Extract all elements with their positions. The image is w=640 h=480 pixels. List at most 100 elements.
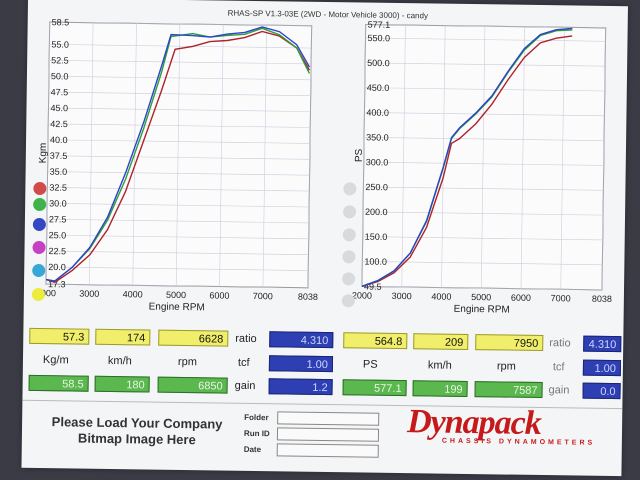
left-x-tick: 6000 [209, 290, 229, 300]
left-ratio-value: 4.310 [269, 331, 334, 349]
right-grid-h [362, 286, 603, 291]
right-y-tick: 150.0 [365, 232, 388, 242]
right-unit-rpm: rpm [496, 360, 516, 373]
left-tcf-value: 1.00 [268, 355, 334, 373]
company-line-1: Please Load Your Company [51, 414, 223, 432]
left-tcf-label: tcf [237, 356, 250, 369]
left-series-red [45, 30, 311, 284]
right-grid-h [363, 211, 604, 216]
left-grid-h [47, 155, 310, 160]
left-y-tick: 32.5 [49, 182, 67, 192]
left-x-tick: 3000 [79, 289, 99, 299]
folder-field [277, 411, 380, 426]
right-grid-h [363, 186, 604, 191]
left-rpm-current: 6628 [158, 329, 229, 347]
left-kgm-peak: 58.5 [28, 374, 89, 392]
left-grid-v [175, 23, 181, 286]
left-grid-v [262, 25, 267, 288]
right-x-tick: 5000 [471, 292, 491, 302]
left-x-tick: 8038 [298, 292, 318, 302]
legend-dot-empty [342, 250, 356, 264]
dyno-report-sheet: RHAS-SP V1.3-03E (2WD - Motor Vehicle 30… [21, 0, 628, 477]
left-y-tick: 50.0 [51, 71, 69, 81]
right-y-tick: 500.0 [367, 58, 390, 68]
left-y-tick: 17.3 [48, 279, 66, 289]
left-grid-h [48, 139, 311, 144]
right-grid-h [363, 161, 604, 166]
right-y-tick: 450.0 [367, 83, 390, 93]
legend-dot-blue [32, 217, 46, 232]
left-series-blue [45, 26, 311, 282]
left-x-label: Engine RPM [149, 302, 205, 314]
right-kmh-peak: 199 [412, 380, 468, 397]
right-y-tick: 250.0 [365, 182, 388, 192]
dyno-charts: 2000 3000 4000 5000 6000 7000 8038 58.5 55.0 52.5… [36, 17, 612, 315]
left-y-tick: 58.5 [52, 17, 70, 27]
right-x-tick: 6000 [511, 293, 531, 303]
right-grid-h [364, 87, 605, 92]
left-grid-h [46, 266, 309, 271]
folder-label: Folder [244, 412, 269, 423]
left-gain-label: gain [234, 379, 256, 393]
left-y-tick: 20.0 [48, 262, 66, 272]
right-x-tick: 7000 [551, 293, 571, 303]
right-kmh-current: 209 [413, 333, 469, 350]
company-placeholder: Please Load Your Company Bitmap Image He… [32, 414, 242, 449]
left-y-tick: 35.0 [50, 167, 68, 177]
left-unit-kmh: km/h [107, 354, 132, 368]
left-y-tick: 47.5 [51, 87, 69, 97]
legend-dot-magenta [32, 240, 46, 255]
right-tcf-label: tcf [552, 361, 565, 374]
left-x-tick: 2000 [36, 288, 56, 298]
left-y-tick: 55.0 [51, 39, 69, 49]
right-grid-h [365, 37, 606, 42]
left-y-tick: 22.5 [48, 246, 66, 256]
right-grid-v [560, 27, 565, 290]
right-y-label: PS [354, 148, 365, 162]
right-y-tick: 300.0 [366, 157, 389, 167]
left-grid-h [49, 21, 312, 27]
left-unit-rpm: rpm [177, 355, 197, 369]
right-grid-v [480, 26, 486, 289]
left-rpm-peak: 6850 [157, 376, 228, 394]
left-x-tick: 4000 [123, 289, 143, 299]
right-rpm-current: 7950 [475, 334, 544, 352]
legend-dot-empty [342, 228, 356, 242]
right-ps-current: 564.8 [343, 332, 408, 350]
right-y-tick: 550.0 [367, 33, 390, 43]
left-grid-h [48, 91, 311, 97]
right-grid-v [401, 25, 406, 288]
left-grid-h [46, 250, 309, 255]
right-y-tick: 350.0 [366, 132, 389, 142]
right-y-tick: 400.0 [366, 107, 389, 117]
right-series-blue [361, 27, 573, 287]
right-unit-ps: PS [362, 358, 378, 371]
left-grid-h [48, 107, 311, 112]
right-grid-h [365, 62, 606, 67]
right-rpm-peak: 7587 [474, 381, 543, 399]
right-gain-value: 0.0 [582, 382, 621, 400]
left-grid-h [49, 44, 312, 49]
left-y-tick: 45.0 [50, 103, 68, 113]
right-x-tick: 4000 [431, 291, 451, 301]
right-grid-v [361, 24, 366, 287]
legend-dot-empty [341, 294, 355, 308]
right-tcf-value: 1.00 [582, 359, 622, 377]
right-grid-h [365, 24, 606, 29]
left-ratio-label: ratio [235, 332, 257, 346]
right-ratio-label: ratio [549, 337, 571, 350]
left-grid-h [47, 203, 310, 208]
left-kmh-current: 174 [95, 328, 151, 346]
left-y-tick: 37.5 [50, 151, 68, 161]
left-x-tick: 5000 [166, 290, 186, 300]
legend-dot-cyan [32, 263, 46, 278]
left-grid-h [48, 123, 311, 128]
run-id-field [276, 427, 380, 442]
left-y-tick: 52.5 [51, 55, 69, 65]
legend-dot-yellow [31, 287, 45, 302]
right-ps-peak: 577.1 [342, 379, 407, 397]
right-x-tick: 3000 [392, 291, 412, 301]
right-unit-kmh: km/h [427, 359, 452, 372]
left-grid-v [307, 25, 312, 288]
left-kgm-current: 57.3 [29, 327, 90, 345]
